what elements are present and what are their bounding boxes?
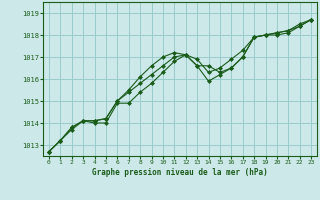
X-axis label: Graphe pression niveau de la mer (hPa): Graphe pression niveau de la mer (hPa) [92,168,268,177]
